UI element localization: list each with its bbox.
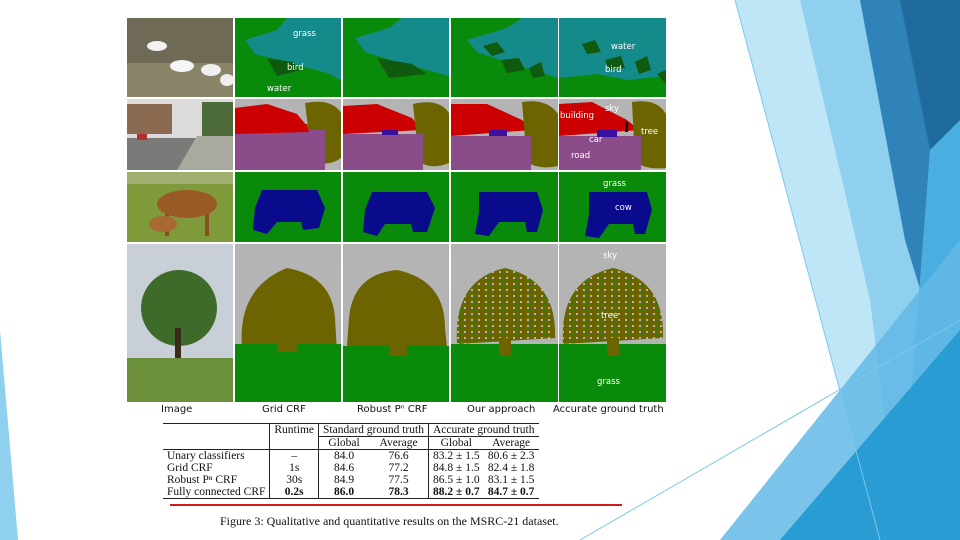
seg-grid-crf-r1 <box>235 18 341 97</box>
row-method: Robust Pⁿ CRF <box>167 474 238 486</box>
th-accurate: Accurate ground truth <box>427 423 539 437</box>
photo-street <box>127 99 233 170</box>
row-runtime: – <box>269 449 319 462</box>
seg-our-approach-r4 <box>451 244 558 402</box>
label-grass-r1: grass <box>293 29 317 39</box>
row-std-average: 76.6 <box>388 450 409 462</box>
th-std-average: Average <box>369 436 429 450</box>
row-birds <box>127 18 666 97</box>
col-grid-crf: Grid CRF <box>262 404 306 415</box>
col-ground-truth: Accurate ground truth <box>553 404 664 415</box>
row-std-global: 86.0 <box>318 486 370 499</box>
label-sky-r4: sky <box>603 251 617 261</box>
th-runtime: Runtime <box>269 423 319 437</box>
seg-robust-crf-r1 <box>343 18 449 97</box>
seg-robust-crf-r3 <box>343 172 449 242</box>
label-bird-gt: bird <box>605 65 622 75</box>
row-runtime: 1s <box>269 462 319 474</box>
row-street <box>127 99 666 170</box>
th-acc-average: Average <box>483 436 539 450</box>
row-tree <box>127 244 666 402</box>
row-acc-average: 80.6 ± 2.3 <box>487 450 535 462</box>
col-our-approach: Our approach <box>467 404 536 415</box>
seg-grid-crf-r3 <box>235 172 341 242</box>
seg-grid-crf-r4 <box>235 244 341 402</box>
row-std-average: 77.5 <box>388 474 409 486</box>
results-table: Runtime Standard ground truth Accurate g… <box>163 423 539 499</box>
row-method: Grid CRF <box>167 462 213 474</box>
row-acc-global: 84.8 ± 1.5 <box>427 462 484 474</box>
row-acc-global: 83.2 ± 1.5 <box>427 449 484 462</box>
row-acc-global: 86.5 ± 1.0 <box>427 474 484 486</box>
seg-ground-truth-r3 <box>559 172 666 242</box>
label-grass-r4: grass <box>597 377 621 387</box>
th-acc-global: Global <box>427 436 484 450</box>
table-row: Fully connected CRF 0.2s 86.0 78.3 88.2 … <box>163 486 539 499</box>
segmentation-grid: grass bird water water bird sky building… <box>127 18 666 402</box>
seg-robust-crf-r4 <box>343 244 449 402</box>
column-captions: Image Grid CRF Robust Pⁿ CRF Our approac… <box>127 404 672 418</box>
label-car-r2: car <box>589 135 603 145</box>
seg-ground-truth-r4 <box>559 244 666 402</box>
row-method: Unary classifiers <box>167 450 245 462</box>
table-row: Grid CRF 1s 84.6 77.2 84.8 ± 1.5 82.4 ± … <box>163 462 539 474</box>
label-building-r2: building <box>560 111 594 121</box>
seg-ground-truth-r2 <box>559 99 666 170</box>
seg-our-approach-r3 <box>451 172 558 242</box>
label-cow-r3: cow <box>615 203 632 213</box>
seg-grid-crf-r2 <box>235 99 341 170</box>
row-std-global: 84.6 <box>318 462 370 474</box>
highlight-underline <box>170 504 622 506</box>
row-runtime: 0.2s <box>269 486 319 499</box>
seg-our-approach-r2 <box>451 99 558 170</box>
label-water-r1: water <box>267 84 292 94</box>
row-acc-average: 83.1 ± 1.5 <box>487 474 535 486</box>
th-std-global: Global <box>318 436 370 450</box>
row-method: Fully connected CRF <box>163 486 270 499</box>
row-runtime: 30s <box>269 474 319 486</box>
photo-tree <box>127 244 233 402</box>
photo-swans <box>127 18 234 97</box>
row-acc-average: 82.4 ± 1.8 <box>487 462 535 474</box>
col-robust-crf: Robust Pⁿ CRF <box>357 404 428 415</box>
seg-robust-crf-r2 <box>343 99 449 170</box>
table-row: Robust Pⁿ CRF 30s 84.9 77.5 86.5 ± 1.0 8… <box>163 474 539 486</box>
label-road-r2: road <box>571 151 590 161</box>
row-std-global: 84.9 <box>318 474 370 486</box>
th-standard: Standard ground truth <box>318 423 429 437</box>
figure-caption: Figure 3: Qualitative and quantitative r… <box>220 514 559 528</box>
label-grass-r3: grass <box>603 179 627 189</box>
label-sky-r2: sky <box>605 104 619 114</box>
row-std-average: 78.3 <box>369 486 429 499</box>
col-image: Image <box>161 404 193 415</box>
label-tree-r4: tree <box>601 311 618 321</box>
row-std-global: 84.0 <box>318 449 370 462</box>
row-std-average: 77.2 <box>388 462 409 474</box>
row-acc-average: 84.7 ± 0.7 <box>483 486 539 499</box>
table-row: Unary classifiers – 84.0 76.6 83.2 ± 1.5… <box>163 449 539 462</box>
label-water-gt: water <box>611 42 636 52</box>
row-acc-global: 88.2 ± 0.7 <box>427 486 484 499</box>
row-cows <box>127 172 666 242</box>
label-bird-r1: bird <box>287 63 304 73</box>
seg-ground-truth-r1 <box>559 18 666 97</box>
label-tree-r2: tree <box>641 127 658 137</box>
photo-cows <box>127 172 233 242</box>
seg-our-approach-r1 <box>451 18 558 97</box>
